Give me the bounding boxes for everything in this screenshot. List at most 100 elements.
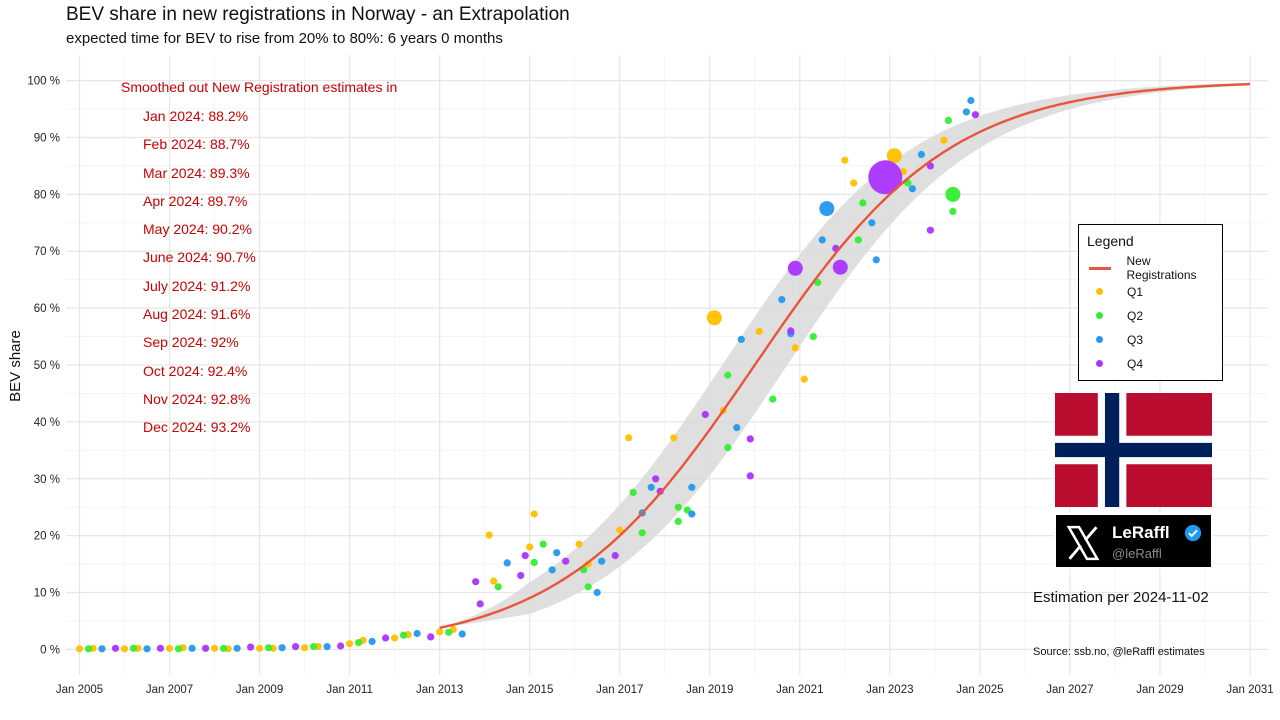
annotation-item: Oct 2024: 92.4% — [143, 362, 248, 379]
data-point-q1 — [755, 327, 763, 335]
data-point-q4 — [521, 552, 529, 560]
data-point-q3 — [143, 645, 151, 653]
data-point-q2 — [445, 628, 453, 636]
y-axis-ticks: 0 % 10 % 20 % 30 % 40 % 50 % 60 % 70 % 80 % 90 % 1… — [27, 76, 60, 657]
data-point-q4 — [787, 260, 803, 276]
data-point-q2 — [724, 371, 732, 379]
x-tick-label: Jan 2009 — [236, 684, 283, 696]
data-point-q3 — [278, 644, 286, 652]
data-point-q1 — [616, 526, 624, 534]
annotation-item: Dec 2024: 93.2% — [143, 419, 251, 436]
legend-title: Legend — [1087, 233, 1134, 249]
legend: Legend New Registrations Q1 Q2 Q3 Q4 — [1078, 224, 1223, 381]
annotation-item: May 2024: 90.2% — [143, 221, 252, 238]
data-point-q2 — [674, 517, 682, 526]
fit-line-group — [439, 82, 1251, 630]
data-point-q1 — [436, 628, 444, 636]
data-point-q4 — [517, 571, 525, 580]
social-name: LeRaffl — [1112, 523, 1170, 542]
y-tick-label: 20 % — [34, 531, 60, 543]
chart-title: BEV share in new registrations in Norway… — [66, 4, 570, 25]
data-point-q4 — [746, 472, 754, 480]
data-point-q4 — [652, 475, 660, 483]
data-point-q3 — [553, 549, 561, 557]
data-point-q1 — [530, 510, 538, 518]
data-point-q3 — [688, 483, 696, 491]
y-tick-label: 30 % — [34, 474, 60, 486]
legend-label: Q1 — [1127, 285, 1144, 299]
x-tick-label: Jan 2027 — [1046, 684, 1093, 696]
legend-item-q4: Q4 — [1087, 354, 1143, 374]
data-point-q2 — [945, 186, 961, 202]
data-point-q3 — [368, 637, 376, 646]
data-point-q4 — [926, 226, 935, 234]
verified-icon — [1184, 524, 1202, 542]
data-point-q1 — [841, 156, 849, 164]
y-tick-label: 80 % — [34, 189, 60, 201]
data-point-q2 — [310, 643, 318, 651]
data-point-q2 — [854, 236, 862, 244]
data-point-q4 — [382, 634, 390, 642]
data-point-q2 — [814, 278, 822, 287]
annotation-item: Mar 2024: 89.3% — [143, 164, 250, 181]
data-point-q2 — [84, 645, 93, 653]
y-tick-label: 10 % — [34, 588, 60, 600]
data-point-q1 — [670, 434, 678, 442]
data-point-q4 — [926, 162, 935, 170]
y-tick-label: 50 % — [34, 360, 60, 372]
legend-dot-swatch — [1096, 360, 1103, 367]
legend-dot-swatch — [1096, 288, 1103, 295]
data-point-q2 — [265, 644, 273, 652]
data-point-q2 — [584, 583, 592, 591]
estimation-date: Estimation per 2024-11-02 — [1033, 589, 1209, 606]
data-point-q2 — [129, 644, 138, 652]
legend-line-swatch — [1089, 267, 1111, 270]
data-point-q1 — [940, 136, 948, 144]
social-badge: LeRaffl @leRaffl — [1054, 513, 1213, 569]
data-point-q3 — [598, 557, 606, 565]
data-point-q1 — [575, 540, 583, 548]
chart-subtitle: expected time for BEV to rise from 20% t… — [66, 30, 503, 47]
data-point-q2 — [724, 443, 732, 452]
data-point-q2 — [494, 583, 502, 591]
x-tick-label: Jan 2021 — [776, 684, 823, 696]
data-point-q4 — [611, 552, 619, 560]
legend-item-new-registrations: New Registrations — [1087, 254, 1222, 282]
data-point-q4 — [472, 578, 480, 586]
data-point-q3 — [188, 644, 196, 652]
data-point-q3 — [98, 645, 106, 653]
data-point-q1 — [75, 645, 84, 653]
data-point-q1 — [625, 434, 633, 442]
x-tick-label: Jan 2013 — [416, 684, 463, 696]
data-point-q2 — [638, 529, 646, 537]
legend-item-q2: Q2 — [1087, 306, 1143, 326]
data-point-q4 — [868, 160, 903, 195]
data-point-q3 — [733, 424, 741, 432]
data-point-q3 — [737, 335, 745, 343]
y-tick-label: 100 % — [27, 76, 60, 88]
data-point-q4 — [476, 600, 484, 608]
y-tick-label: 70 % — [34, 246, 60, 258]
data-point-q2 — [539, 540, 547, 548]
data-point-q1 — [301, 644, 309, 652]
data-point-q1 — [490, 577, 498, 585]
data-point-q2 — [809, 333, 817, 341]
data-point-q4 — [832, 259, 848, 275]
data-point-q2 — [944, 116, 953, 124]
y-tick-label: 40 % — [34, 417, 60, 429]
annotation-item: June 2024: 90.7% — [143, 249, 256, 266]
data-point-q2 — [174, 645, 183, 653]
data-point-q3 — [819, 201, 835, 217]
legend-item-q3: Q3 — [1087, 330, 1143, 350]
data-point-q4 — [746, 435, 754, 443]
x-axis-ticks: Jan 2005 Jan 2007 Jan 2009 Jan 2011 Jan 2013… — [56, 684, 1274, 696]
data-point-q3 — [818, 236, 826, 244]
data-point-q3 — [872, 256, 880, 264]
data-point-q1 — [850, 179, 858, 187]
data-point-q4 — [202, 644, 210, 652]
data-point-q3 — [548, 566, 556, 574]
data-point-q1 — [791, 344, 799, 352]
x-tick-label: Jan 2031 — [1226, 684, 1273, 696]
data-point-q2 — [949, 207, 957, 215]
data-point-q2 — [674, 503, 682, 511]
